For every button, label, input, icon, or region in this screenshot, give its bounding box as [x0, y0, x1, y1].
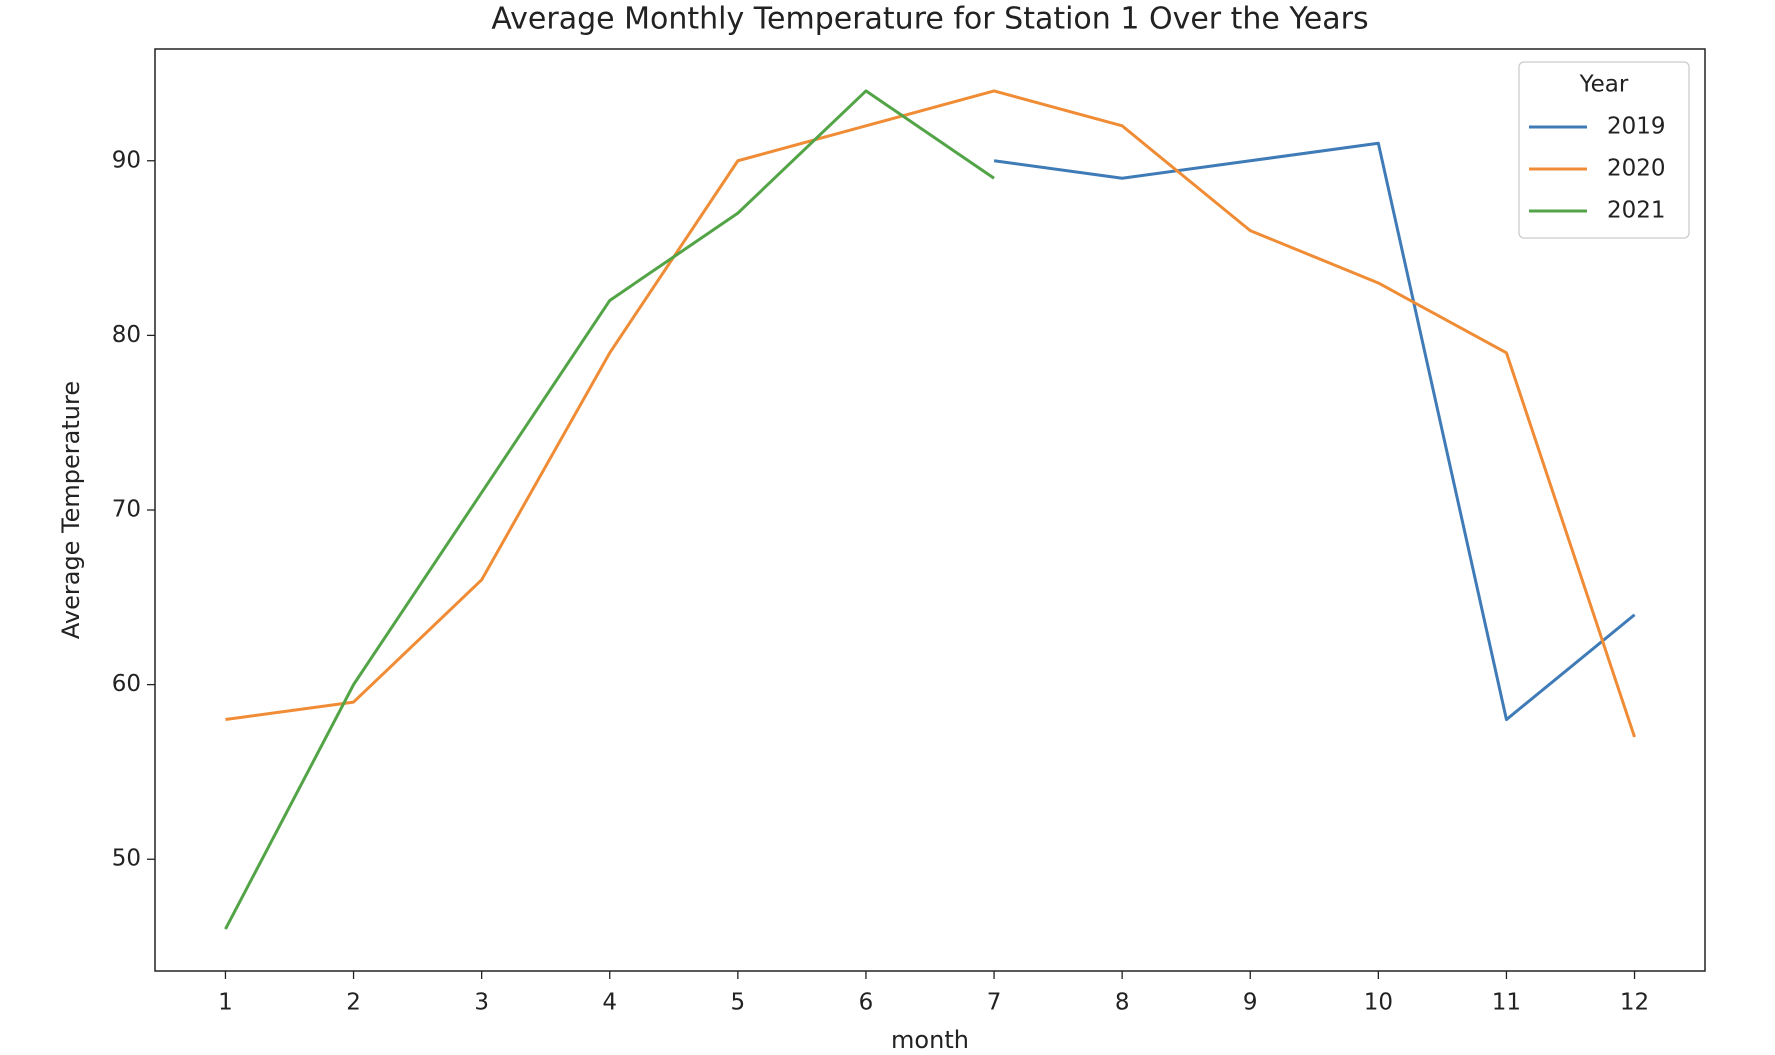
legend-label: 2021 [1607, 198, 1666, 224]
chart-title: Average Monthly Temperature for Station … [491, 2, 1368, 37]
series-line [993, 141, 1636, 722]
x-axis-label: month [891, 1026, 969, 1054]
legend: Year 2019 2020 2021 [1518, 61, 1690, 239]
series-line [225, 89, 1636, 738]
x-tick-label: 7 [987, 990, 1002, 1016]
y-tick-label: 60 [112, 671, 141, 697]
x-tick-label: 8 [1115, 990, 1130, 1016]
series-line [224, 89, 995, 930]
x-tick-label: 1 [218, 990, 233, 1016]
x-tick-label: 6 [859, 990, 874, 1016]
legend-label: 2019 [1607, 114, 1666, 140]
legend-label: 2020 [1607, 156, 1666, 182]
x-tick-label: 9 [1243, 990, 1258, 1016]
plot-frame [154, 48, 1706, 972]
y-tick-label: 50 [112, 846, 141, 872]
x-tick-label: 3 [474, 990, 489, 1016]
x-tick-label: 11 [1492, 990, 1521, 1016]
x-tick-label: 10 [1364, 990, 1393, 1016]
y-axis-label: Average Temperature [57, 381, 85, 639]
y-tick-label: 80 [112, 322, 141, 348]
legend-box [1518, 61, 1690, 239]
y-tick-label: 90 [112, 147, 141, 173]
x-tick-label: 5 [731, 990, 746, 1016]
y-tick-label: 70 [112, 497, 141, 523]
legend-title: Year [1579, 72, 1629, 98]
x-tick-label: 4 [602, 990, 617, 1016]
x-tick-label: 12 [1620, 990, 1649, 1016]
x-tick-label: 2 [346, 990, 361, 1016]
